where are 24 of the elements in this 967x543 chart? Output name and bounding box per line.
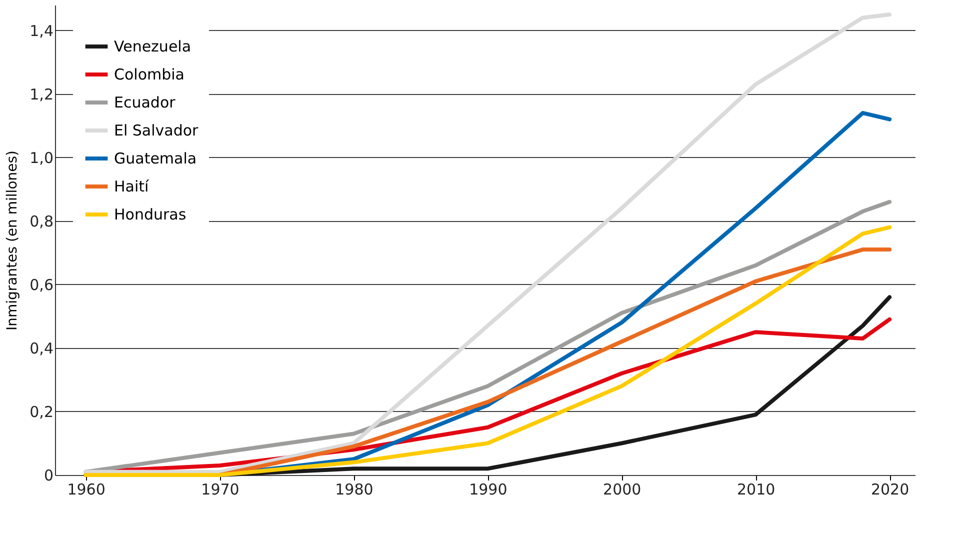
x-tick-label: 2000 [603,480,642,498]
y-tick-label: 0,8 [30,212,54,230]
y-axis-title: Inmigrantes (en millones) [4,150,21,330]
x-tick-label: 2010 [737,480,776,498]
legend-label: Honduras [114,206,186,224]
x-tick-label: 2020 [870,480,910,498]
legend-label: Ecuador [114,94,176,112]
line-series [84,12,892,474]
x-tick-label: 1980 [335,480,374,498]
x-tick-label: 1960 [67,480,106,498]
legend-label: Venezuela [114,38,192,56]
x-tick-label: 1990 [469,480,508,498]
y-tick-label: 1,0 [30,148,54,167]
legend-label: Colombia [114,66,184,84]
y-tick-label: 1,2 [30,85,54,104]
legend-label: El Salvador [114,122,200,140]
y-tick-label: 0,2 [30,402,54,421]
y-tick-label: 0 [44,466,54,484]
y-tick-label: 1,4 [30,22,54,40]
x-tick-label: 1970 [201,480,240,498]
legend-label: Guatemala [114,150,197,168]
y-tick-label: 0,4 [30,339,54,358]
legend-label: Haití [114,178,150,196]
y-tick-label: 0,6 [30,276,54,294]
